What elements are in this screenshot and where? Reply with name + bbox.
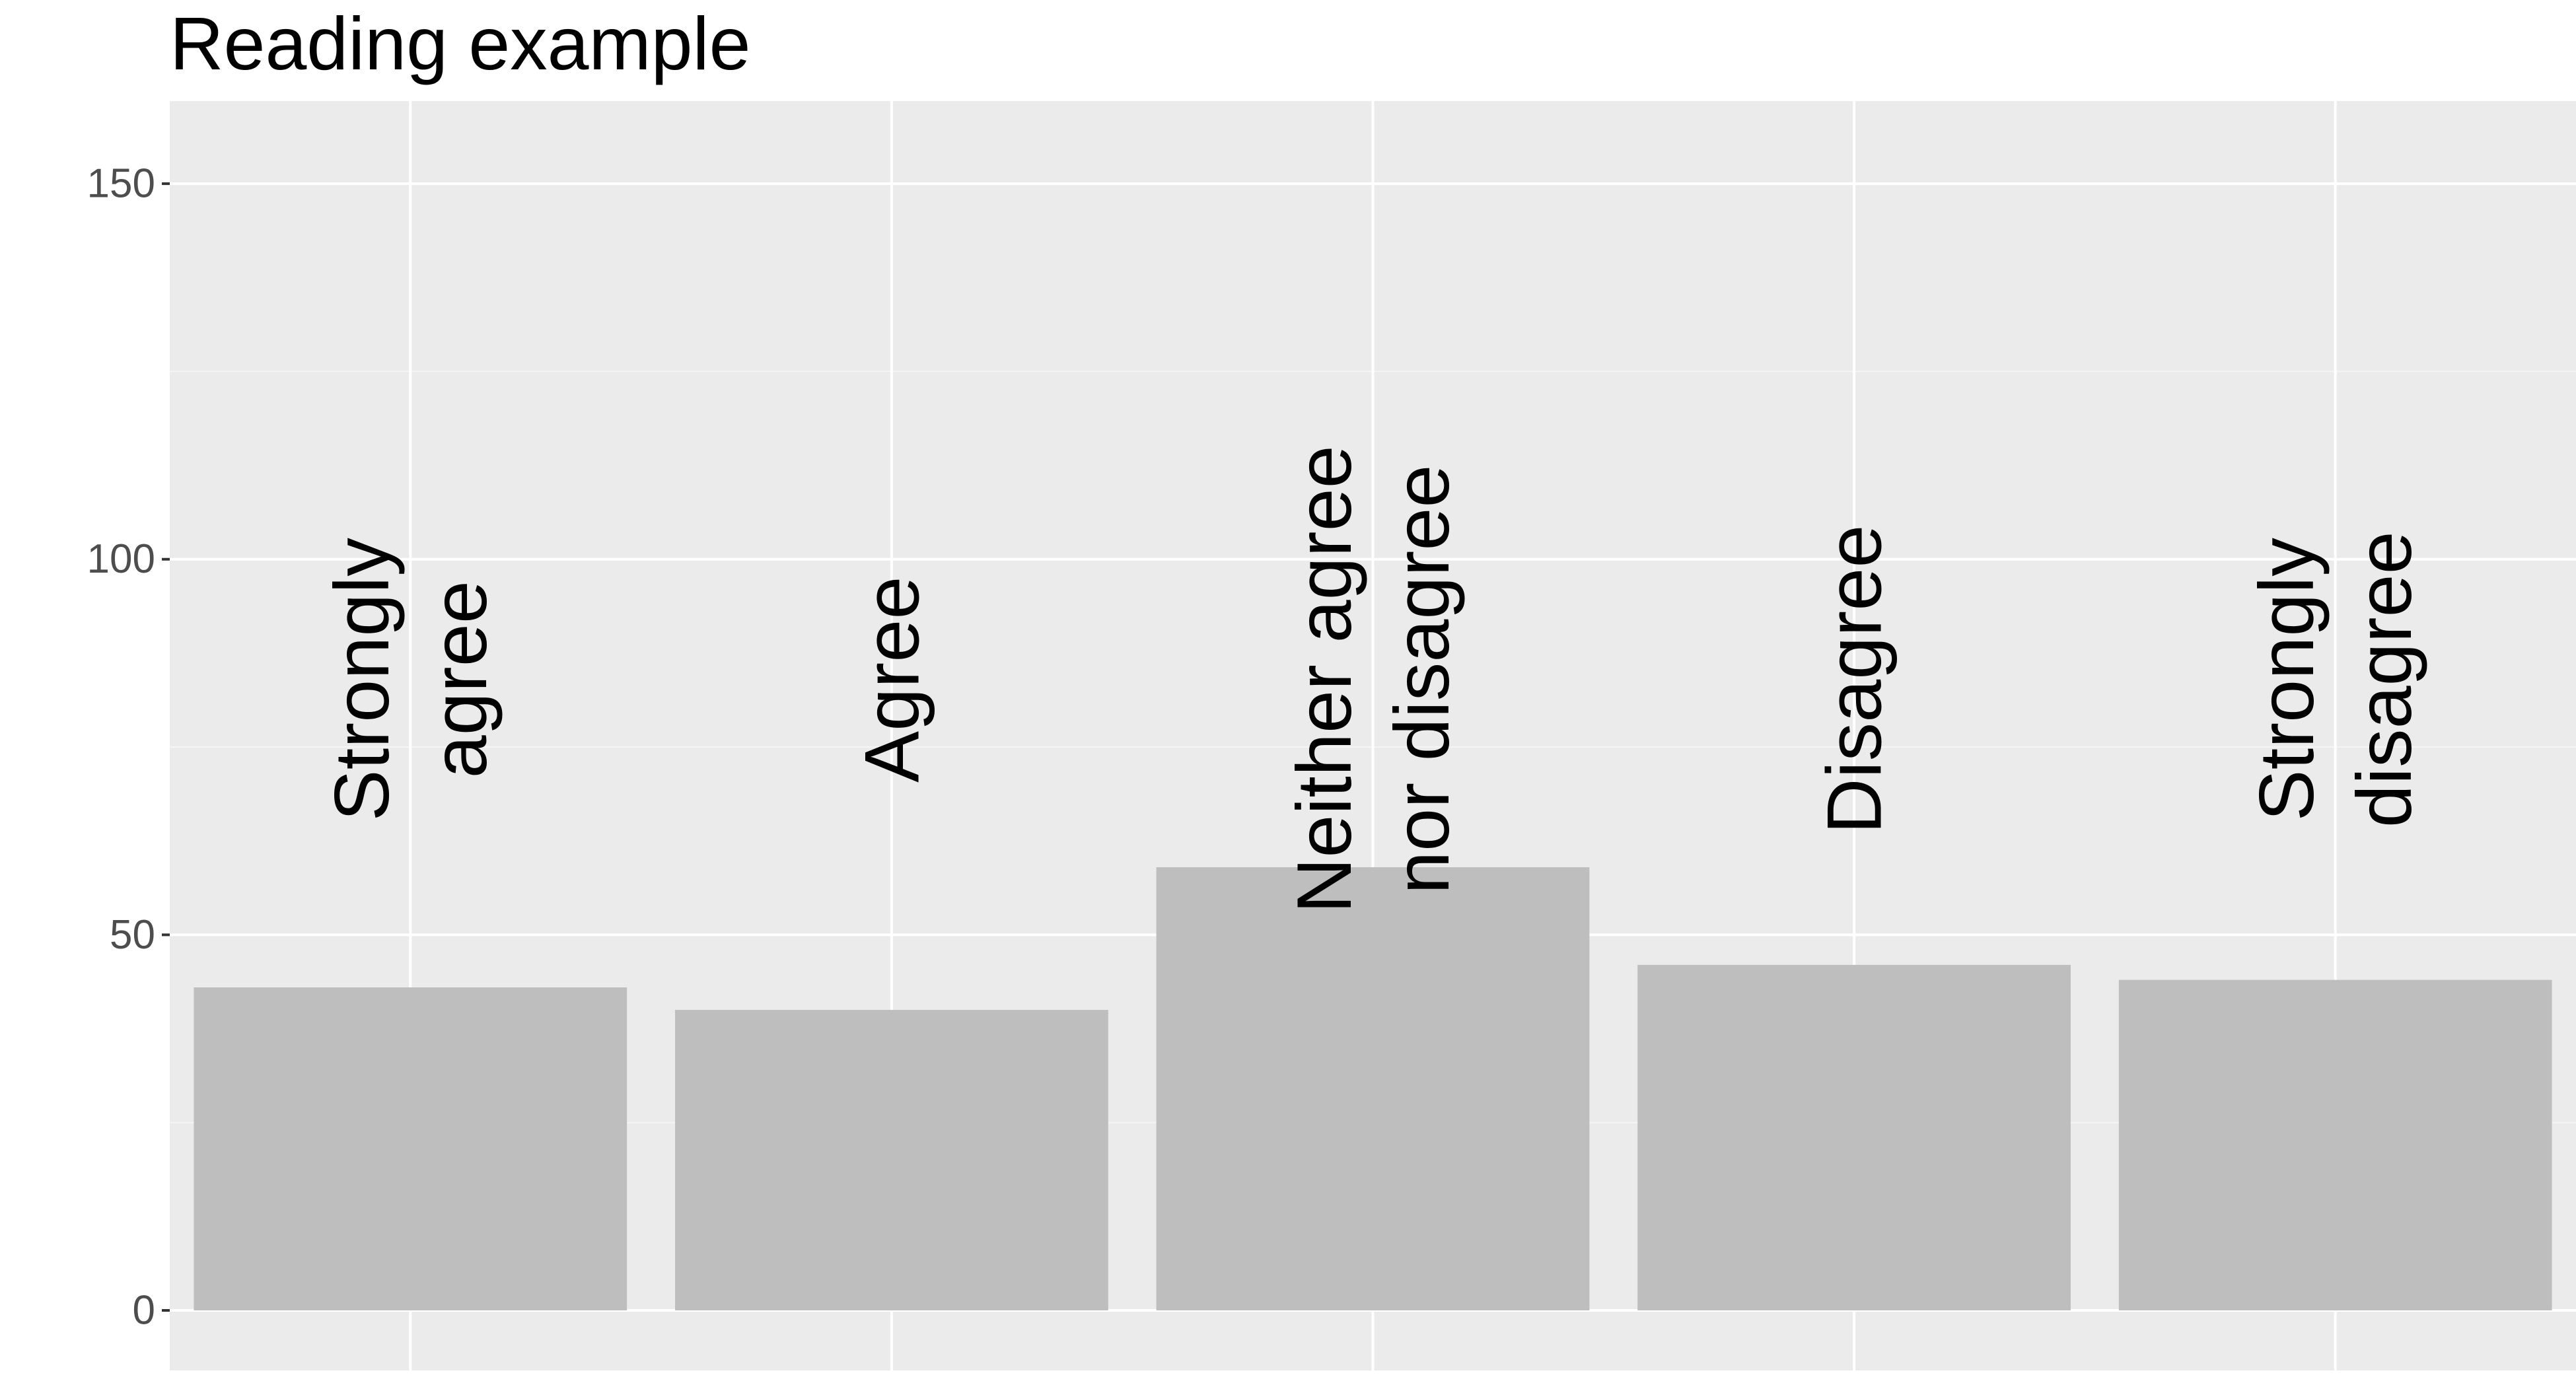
category-label-line: Neither agree (1281, 445, 1367, 913)
category-label-line: Strongly (2243, 538, 2330, 822)
bars (194, 867, 2552, 1311)
y-tick-label: 150 (87, 161, 155, 207)
category-label: Neither agree nor disagree (1281, 445, 1465, 913)
category-label-line: nor disagree (1378, 464, 1465, 894)
category-label-line: Agree (848, 577, 935, 783)
bar (1156, 867, 1590, 1311)
category-label: Agree (848, 577, 935, 783)
chart-title: Reading example (170, 2, 750, 85)
y-tick-label: 100 (87, 536, 155, 582)
category-label: Strongly disagree (2243, 531, 2427, 828)
category-label: Strongly agree (318, 538, 503, 822)
category-label-line: disagree (2341, 531, 2427, 828)
bar (194, 987, 627, 1311)
category-label-line: agree (416, 581, 503, 778)
bar (2118, 979, 2552, 1311)
y-axis: 0 50 100 150 (87, 161, 170, 1334)
category-label-line: Strongly (318, 538, 405, 822)
category-label: Disagree (1811, 525, 1898, 834)
y-tick-label: 50 (110, 912, 155, 958)
bar (1637, 964, 2071, 1311)
bar-category-labels: Strongly agree Agree Neither agree nor disag… (318, 445, 2427, 913)
y-tick-label: 0 (133, 1288, 155, 1334)
category-label-line: Disagree (1811, 525, 1898, 834)
bar (675, 1010, 1108, 1311)
